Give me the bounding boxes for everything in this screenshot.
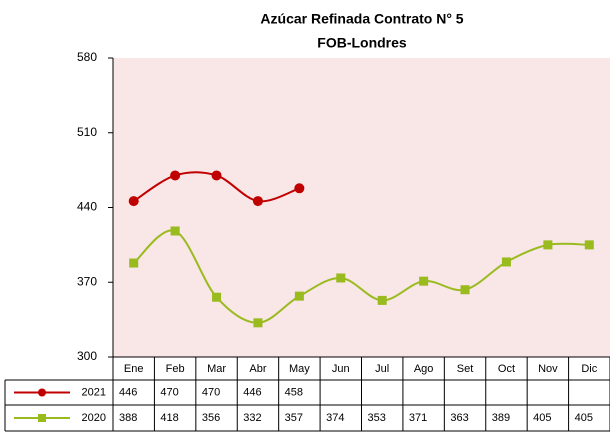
y-tick-label: 440 bbox=[77, 200, 97, 214]
point bbox=[584, 240, 594, 250]
point bbox=[211, 170, 222, 181]
chart-title: Azúcar Refinada Contrato N° 5 bbox=[260, 11, 463, 27]
x-tick-label: Set bbox=[457, 363, 474, 375]
table-value: 332 bbox=[243, 412, 261, 424]
table-value: 470 bbox=[202, 386, 220, 398]
y-tick-label: 580 bbox=[77, 50, 97, 64]
table-value: 371 bbox=[409, 412, 427, 424]
table-value: 363 bbox=[450, 412, 468, 424]
y-tick-label: 300 bbox=[77, 349, 97, 363]
table-value: 418 bbox=[160, 412, 178, 424]
legend-marker bbox=[38, 388, 46, 397]
x-tick-label: May bbox=[289, 363, 310, 375]
point bbox=[170, 170, 181, 181]
y-tick-label: 370 bbox=[77, 274, 97, 288]
point bbox=[170, 226, 180, 236]
point bbox=[294, 291, 304, 301]
table-value: 357 bbox=[285, 412, 303, 424]
table-value: 446 bbox=[243, 386, 261, 398]
point bbox=[253, 318, 263, 328]
table-value: 405 bbox=[533, 412, 551, 424]
legend-label: 2021 bbox=[82, 386, 106, 398]
table-value: 405 bbox=[575, 412, 593, 424]
y-tick-label: 510 bbox=[77, 125, 97, 139]
table-value: 356 bbox=[202, 412, 220, 424]
point bbox=[294, 183, 305, 194]
point bbox=[212, 292, 222, 302]
x-tick-label: Ago bbox=[414, 363, 434, 375]
legend-marker bbox=[38, 414, 46, 422]
table-value: 470 bbox=[160, 386, 178, 398]
table-value: 388 bbox=[119, 412, 137, 424]
point bbox=[543, 240, 553, 250]
legend-label: 2020 bbox=[82, 412, 106, 424]
x-tick-label: Jun bbox=[332, 363, 350, 375]
point bbox=[252, 196, 263, 207]
table-value: 458 bbox=[285, 386, 303, 398]
point bbox=[128, 196, 139, 207]
point bbox=[460, 285, 470, 295]
table-value: 446 bbox=[119, 386, 137, 398]
table-value: 374 bbox=[326, 412, 344, 424]
plot-background bbox=[113, 58, 610, 357]
x-tick-label: Mar bbox=[207, 363, 226, 375]
point bbox=[501, 257, 511, 267]
table-value: 389 bbox=[492, 412, 510, 424]
x-tick-label: Jul bbox=[375, 363, 389, 375]
x-tick-label: Ene bbox=[124, 363, 144, 375]
x-tick-label: Oct bbox=[498, 363, 515, 375]
data-table: Ene Feb Mar Abr May Jun Jul Ago Set Oct Nov Dic 2021… bbox=[4, 356, 610, 432]
point bbox=[336, 273, 346, 283]
chart-subtitle: FOB-Londres bbox=[317, 35, 407, 51]
point bbox=[377, 295, 387, 305]
x-tick-label: Feb bbox=[166, 363, 185, 375]
x-tick-label: Nov bbox=[538, 363, 558, 375]
point bbox=[129, 258, 139, 268]
x-tick-label: Dic bbox=[581, 363, 597, 375]
point bbox=[419, 276, 429, 286]
x-tick-label: Abr bbox=[249, 363, 266, 375]
table-value: 353 bbox=[368, 412, 386, 424]
